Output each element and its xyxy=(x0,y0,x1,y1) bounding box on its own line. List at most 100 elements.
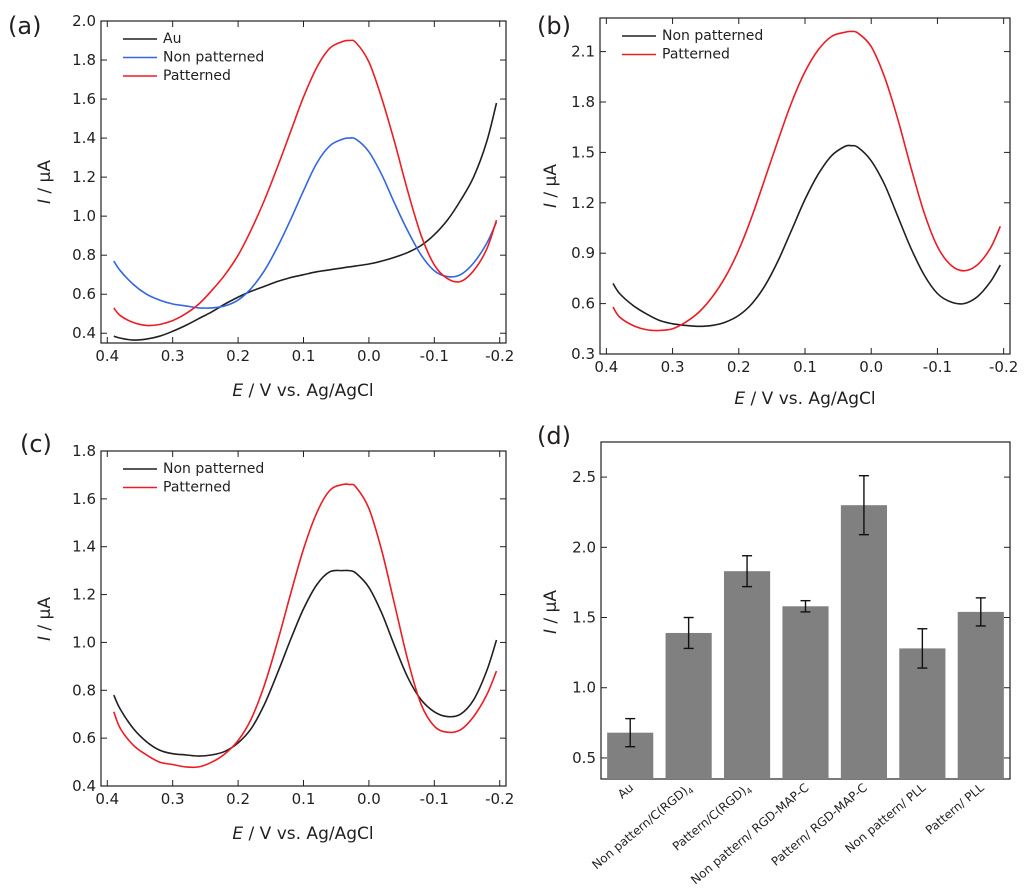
x-tick-label-c-2: 0.2 xyxy=(226,790,250,808)
y-tick-label-c-5: 1.4 xyxy=(72,538,96,556)
y-axis-var-c: I xyxy=(35,636,55,641)
y-axis-unit-b: / µA xyxy=(541,164,561,203)
x-axis-var-a: E xyxy=(232,381,243,401)
x-axis-var-b: E xyxy=(734,389,745,409)
series-line-a-1 xyxy=(113,136,498,309)
x-tick-label-b-0: 0.4 xyxy=(594,358,618,376)
category-label-1: Non pattern/C(RGD)4 xyxy=(589,781,695,874)
y-tick-label-c-2: 0.8 xyxy=(72,681,96,699)
x-tick-label-a-1: 0.3 xyxy=(161,347,185,365)
x-tick-label-a-3: 0.1 xyxy=(292,347,316,365)
y-axis-label-a: I / µA xyxy=(35,160,55,204)
y-tick-label-d-3: 2.0 xyxy=(572,538,596,556)
bar-4 xyxy=(840,505,888,779)
panel-b: (b) 0.4 0.3 0.2 0.1 0.0 -0.1 -0.20.30.60.91.21… xyxy=(537,12,1018,409)
bar-5 xyxy=(899,648,946,779)
y-tick-label-a-4: 1.2 xyxy=(72,168,96,186)
y-tick-label-b-1: 0.6 xyxy=(571,295,595,313)
legend-b: Non patterned Patterned xyxy=(622,28,763,63)
x-axis-unit-a: / V vs. Ag/AgCl xyxy=(243,381,373,401)
y-axis-unit-d: / µA xyxy=(541,590,561,629)
legend-label-a-2: Patterned xyxy=(163,68,231,84)
y-axis-label-d: I / µA xyxy=(541,590,561,634)
x-tick-label-b-3: 0.1 xyxy=(793,358,817,376)
x-tick-label-b-4: 0.0 xyxy=(859,358,883,376)
plot-frame-b xyxy=(599,17,1011,355)
y-tick-label-a-3: 1.0 xyxy=(72,207,96,225)
x-tick-label-a-2: 0.2 xyxy=(226,347,250,365)
y-tick-label-a-8: 2.0 xyxy=(72,12,96,30)
y-tick-label-d-4: 2.5 xyxy=(572,468,596,486)
y-tick-label-c-1: 0.6 xyxy=(72,729,96,747)
y-tick-label-a-0: 0.4 xyxy=(72,324,96,342)
bar-2 xyxy=(723,571,771,779)
legend-label-a-1: Non patterned xyxy=(163,50,264,66)
series-group-b xyxy=(612,30,1002,332)
x-tick-label-b-2: 0.2 xyxy=(727,358,751,376)
legend-label-c-0: Non patterned xyxy=(163,461,264,477)
y-axis-var-b: I xyxy=(541,203,561,208)
category-subscript-1: 4 xyxy=(686,786,696,796)
x-tick-label-a-0: 0.4 xyxy=(95,347,119,365)
axes-b: 0.4 0.3 0.2 0.1 0.0 -0.1 -0.20.30.60.91.21.51.… xyxy=(571,18,1018,376)
legend-label-c-1: Patterned xyxy=(163,480,231,496)
x-axis-label-b: E / V vs. Ag/AgCl xyxy=(734,389,875,409)
x-tick-label-c-4: 0.0 xyxy=(357,790,381,808)
y-tick-label-c-6: 1.6 xyxy=(72,490,96,508)
bar-3 xyxy=(782,606,829,779)
y-tick-label-c-4: 1.2 xyxy=(72,586,96,604)
x-tick-label-c-3: 0.1 xyxy=(292,790,316,808)
x-tick-label-c-6: -0.2 xyxy=(485,790,514,808)
panel-label-d: (d) xyxy=(537,422,571,450)
y-tick-label-b-5: 1.8 xyxy=(571,93,595,111)
series-group-c xyxy=(113,483,498,769)
y-tick-label-c-3: 1.0 xyxy=(72,633,96,651)
x-tick-label-b-1: 0.3 xyxy=(661,358,685,376)
panel-c: (c) 0.4 0.3 0.2 0.1 0.0 -0.1 -0.2 0.4 0.6 0.8 1.0 1… xyxy=(20,430,514,844)
bar-6 xyxy=(957,611,1004,779)
y-tick-label-b-0: 0.3 xyxy=(571,345,595,363)
x-tick-label-b-5: -0.1 xyxy=(923,358,952,376)
y-tick-label-a-1: 0.6 xyxy=(72,285,96,303)
y-axis-var-a: I xyxy=(35,199,55,204)
y-tick-label-d-1: 1.0 xyxy=(572,679,596,697)
category-label-4: Pattern/ RGD-MAP-C xyxy=(769,781,870,869)
legend-label-b-1: Patterned xyxy=(662,47,730,63)
series-line-b-1 xyxy=(612,30,1002,332)
x-tick-label-c-1: 0.3 xyxy=(161,790,185,808)
x-tick-label-a-6: -0.2 xyxy=(485,347,514,365)
category-label-0: Au xyxy=(615,781,636,802)
series-line-c-1 xyxy=(113,483,498,769)
y-tick-label-d-0: 0.5 xyxy=(572,749,596,767)
legend-a: Au Non patterned Patterned xyxy=(123,31,264,84)
legend-label-b-0: Non patterned xyxy=(662,28,763,44)
series-line-a-0 xyxy=(113,102,498,341)
legend-c: Non patterned Patterned xyxy=(123,461,264,496)
bars-group-d xyxy=(607,475,1004,779)
y-axis-unit-a: / µA xyxy=(35,160,55,199)
y-tick-label-a-2: 0.8 xyxy=(72,246,96,264)
y-tick-label-a-7: 1.8 xyxy=(72,51,96,69)
x-axis-var-c: E xyxy=(232,824,243,844)
series-line-a-2 xyxy=(113,39,498,327)
x-tick-label-b-6: -0.2 xyxy=(989,358,1018,376)
x-axis-label-c: E / V vs. Ag/AgCl xyxy=(232,824,373,844)
axes-c: 0.4 0.3 0.2 0.1 0.0 -0.1 -0.2 0.4 0.6 0.8 1.0 1.2 1.… xyxy=(72,442,514,808)
x-axis-label-a: E / V vs. Ag/AgCl xyxy=(232,381,373,401)
panel-label-a: (a) xyxy=(8,12,41,40)
axes-a: 0.4 0.3 0.2 0.1 0.0 -0.1 -0.2 0.4 0.6 0.8 1.0 1.2 1.… xyxy=(72,12,514,365)
panel-a: (a) 0.4 0.3 0.2 0.1 0.0 -0.1 -0.2 0.4 0.6 0.8 1.0 1… xyxy=(8,12,514,401)
category-label-6: Pattern/ PLL xyxy=(923,780,987,837)
x-axis-unit-b: / V vs. Ag/AgCl xyxy=(745,389,875,409)
bar-1 xyxy=(665,632,712,779)
panel-label-b: (b) xyxy=(537,12,571,40)
x-axis-unit-c: / V vs. Ag/AgCl xyxy=(243,824,373,844)
legend-label-a-0: Au xyxy=(163,31,181,47)
category-subscript-2: 4 xyxy=(745,786,755,796)
y-tick-label-b-2: 0.9 xyxy=(571,244,595,262)
x-tick-label-a-5: -0.1 xyxy=(420,347,449,365)
x-tick-label-a-4: 0.0 xyxy=(357,347,381,365)
y-tick-label-a-6: 1.6 xyxy=(72,90,96,108)
